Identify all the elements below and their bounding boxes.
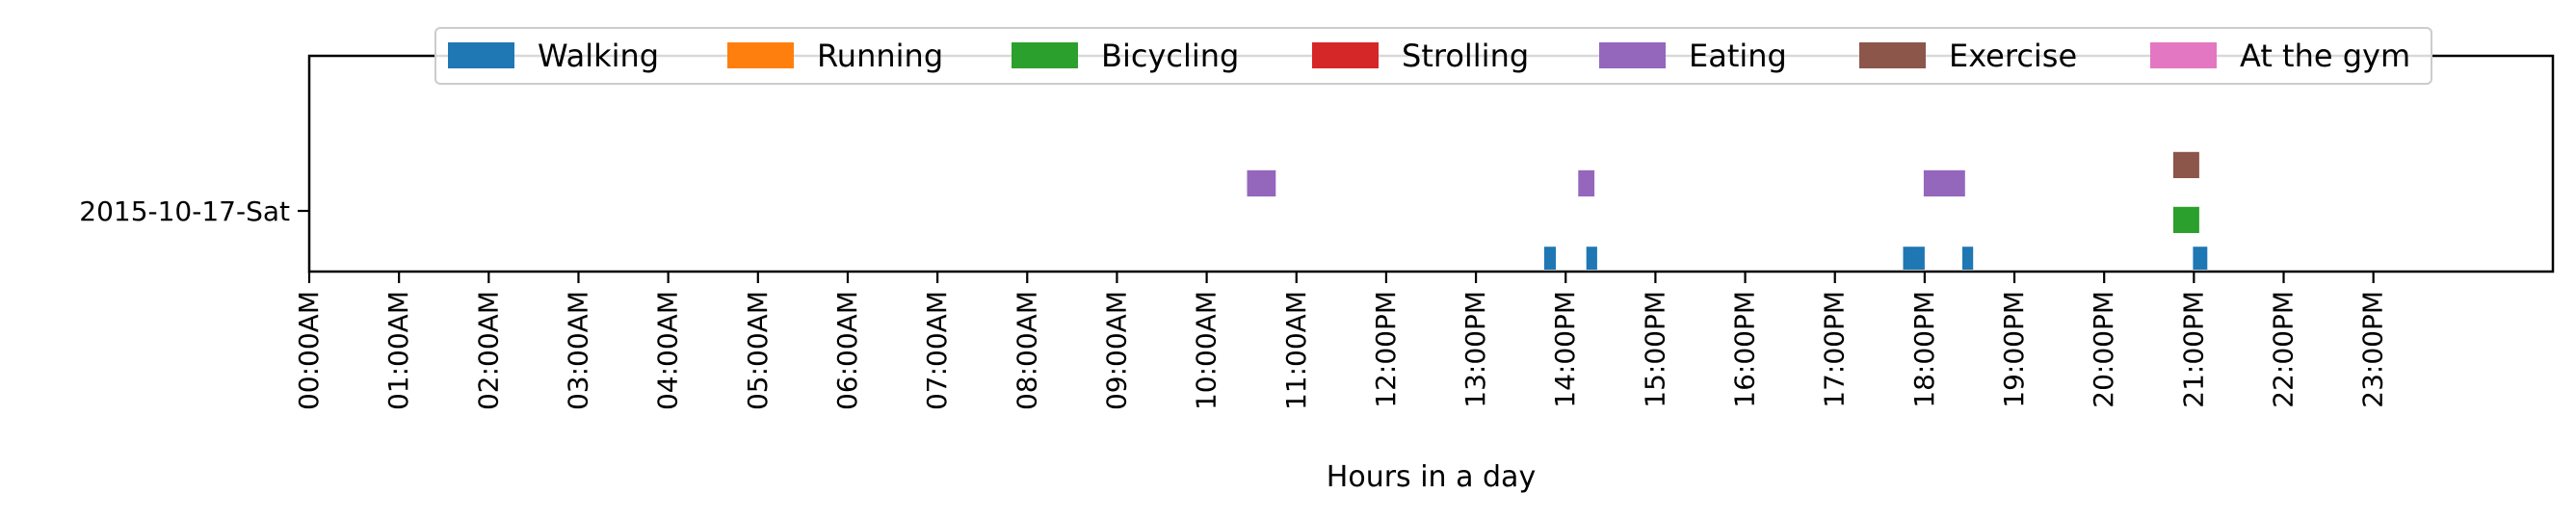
x-tick-label: 18:00PM: [1908, 291, 1940, 408]
legend-box: [434, 27, 2432, 85]
legend-label-at-the-gym: At the gym: [2240, 38, 2410, 74]
legend-label-bicycling: Bicycling: [1101, 38, 1239, 74]
x-tick-label: 10:00AM: [1191, 291, 1222, 410]
activity-bars: [1247, 151, 2208, 270]
x-tick-label: 13:00PM: [1459, 291, 1491, 408]
legend-swatch-eating: [1599, 42, 1666, 68]
x-tick-label: 23:00PM: [2357, 291, 2389, 408]
bar-walking-0: [1543, 247, 1556, 270]
legend: Walking Running Bicycling Strolling Eating Ex…: [434, 27, 2432, 85]
x-tick-label: 08:00AM: [1011, 291, 1042, 410]
legend-label-eating: Eating: [1689, 38, 1787, 74]
x-tick-label: 20:00PM: [2088, 291, 2119, 408]
legend-swatch-running: [727, 42, 794, 68]
legend-swatch-bicycling: [1012, 42, 1078, 68]
x-axis-ticks: 00:00AM 01:00AM 02:00AM 03:00AM 04:00AM 05:00…: [293, 272, 2389, 410]
bar-walking-1: [1586, 247, 1597, 270]
legend-label-walking: Walking: [538, 38, 659, 74]
x-tick-label: 12:00PM: [1370, 291, 1402, 408]
bar-eating-0: [1247, 169, 1276, 196]
x-tick-label: 03:00AM: [562, 291, 593, 410]
legend-label-strolling: Strolling: [1402, 38, 1529, 74]
bar-eating-1: [1578, 169, 1595, 196]
bar-walking-3: [1962, 247, 1974, 270]
x-tick-label: 22:00PM: [2268, 291, 2300, 408]
x-tick-label: 19:00PM: [1998, 291, 2030, 408]
x-axis-label: Hours in a day: [1327, 460, 1536, 494]
x-tick-label: 07:00AM: [921, 291, 953, 410]
x-tick-label: 15:00PM: [1639, 291, 1670, 408]
x-tick-label: 21:00PM: [2177, 291, 2209, 408]
x-tick-label: 00:00AM: [293, 291, 325, 410]
x-tick-label: 17:00PM: [1819, 291, 1851, 408]
legend-label-exercise: Exercise: [1949, 38, 2077, 74]
bar-walking-2: [1903, 247, 1925, 270]
x-tick-label: 16:00PM: [1729, 291, 1761, 408]
plot-frame: [307, 54, 2555, 273]
x-tick-label: 06:00AM: [831, 291, 863, 410]
legend-swatch-at-the-gym: [2150, 42, 2217, 68]
bar-bicycling-0: [2172, 206, 2199, 233]
bar-eating-2: [1923, 169, 1965, 196]
x-tick-label: 14:00PM: [1549, 291, 1581, 408]
bar-walking-4: [2193, 247, 2208, 270]
legend-label-running: Running: [817, 38, 943, 74]
legend-swatch-strolling: [1312, 42, 1379, 68]
legend-swatch-exercise: [1859, 42, 1926, 68]
bar-exercise-0: [2172, 151, 2199, 178]
x-tick-label: 02:00AM: [472, 291, 504, 410]
legend-swatch-walking: [448, 42, 514, 68]
x-tick-label: 09:00AM: [1100, 291, 1132, 410]
x-tick-label: 04:00AM: [652, 291, 684, 410]
x-tick-label: 05:00AM: [742, 291, 774, 410]
x-tick-label: 01:00AM: [382, 291, 414, 410]
y-tick-label: 2015-10-17-Sat: [79, 195, 290, 227]
y-axis-ticks: 2015-10-17-Sat: [79, 195, 309, 227]
x-tick-label: 11:00AM: [1280, 291, 1312, 410]
